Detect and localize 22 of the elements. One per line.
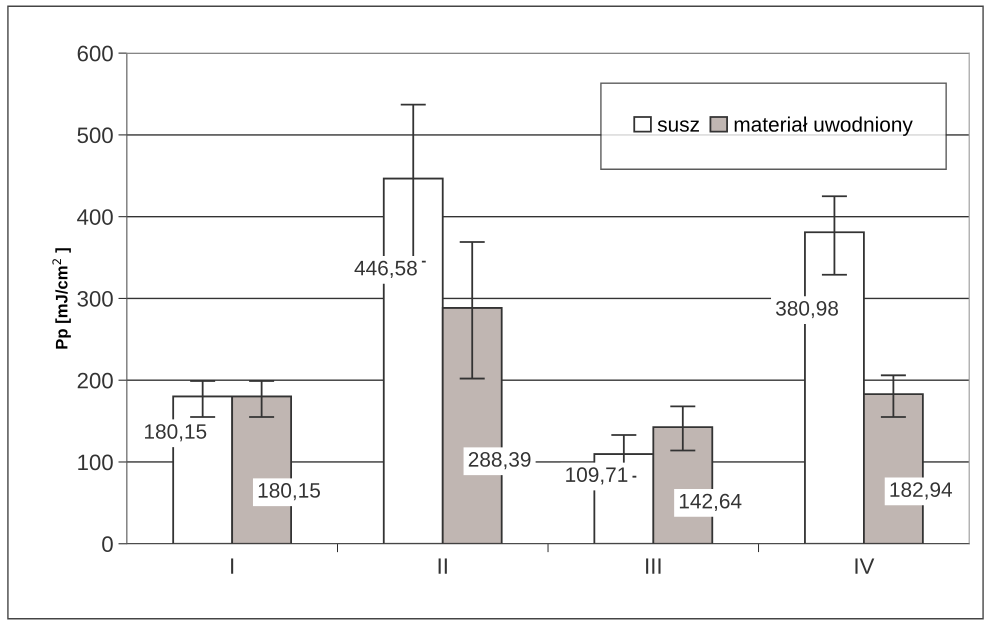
y-axis-title: Pp [mJ/cm$^{2}$ ] bbox=[52, 248, 71, 349]
data-label: 180,15 bbox=[258, 483, 320, 500]
y-tick-label: 200 bbox=[78, 372, 113, 388]
x-tick-label: II bbox=[438, 558, 447, 574]
data-label: 109,71 bbox=[566, 467, 628, 485]
data-label: 142,64 bbox=[680, 494, 742, 511]
data-label: 288,39 bbox=[468, 452, 530, 470]
x-tick-label: IV bbox=[855, 558, 874, 574]
x-tick-label: I bbox=[231, 558, 234, 574]
y-tick-label: 600 bbox=[78, 46, 113, 62]
legend-label: susz bbox=[658, 120, 699, 132]
legend-label: materiał uwodniony bbox=[734, 116, 913, 136]
y-tick-label: 500 bbox=[77, 127, 113, 144]
y-tick-label: 300 bbox=[77, 290, 113, 307]
y-tick-label: 0 bbox=[102, 536, 113, 552]
y-tick-label: 400 bbox=[77, 209, 113, 225]
data-label: 446,58 bbox=[354, 260, 417, 278]
x-tick-label: III bbox=[646, 558, 661, 574]
data-label: 380,98 bbox=[776, 300, 838, 318]
y-tick-label: 100 bbox=[78, 454, 113, 470]
data-label: 180,15 bbox=[145, 424, 206, 442]
data-label: 182,94 bbox=[890, 482, 952, 500]
